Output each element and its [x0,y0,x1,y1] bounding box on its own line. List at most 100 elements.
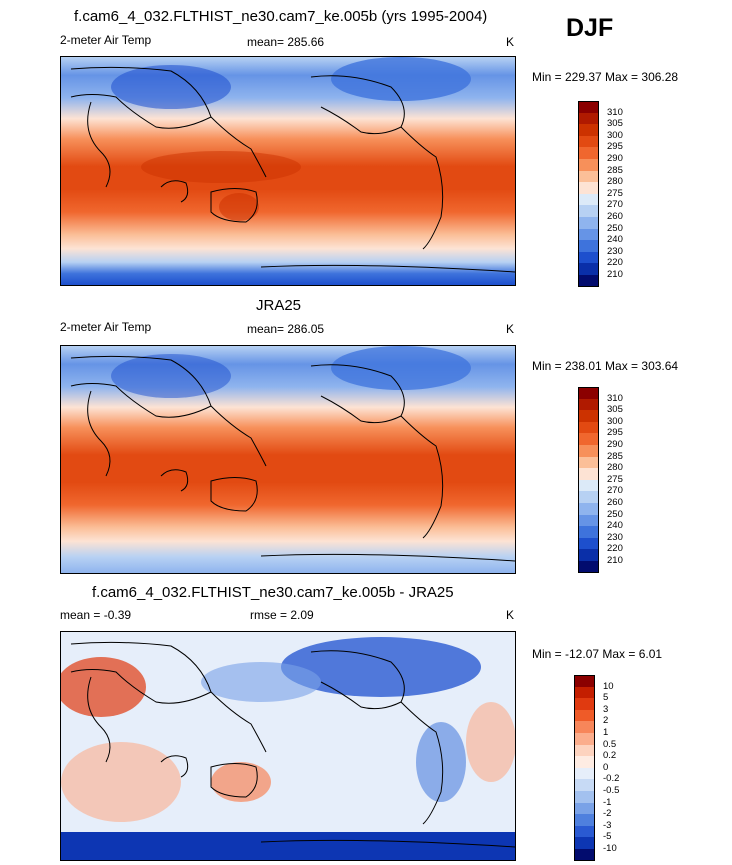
colorbar-tick-label: 290 [607,439,623,450]
colorbar-tick-label: 0.5 [603,738,617,750]
colorbar-tick-label: 270 [607,485,623,497]
colorbar-swatch [578,398,599,411]
colorbar-tick-label: 285 [607,450,623,462]
colorbar-swatch [578,263,599,276]
colorbar-swatch [578,537,599,550]
colorbar-tick-label: 210 [607,269,623,280]
colorbar-tick-label: 285 [607,164,623,176]
colorbar-tick-label: 260 [607,211,623,222]
panel1-center-label: mean= 285.66 [247,35,325,49]
colorbar-swatch [574,709,595,722]
colorbar-tick-label: 2 [603,715,609,727]
colorbar-swatch [578,112,599,125]
colorbar-tick-label: 3 [603,703,609,715]
colorbar-swatch [574,675,595,688]
colorbar-tick-label: 295 [607,427,623,439]
colorbar-swatch [578,240,599,253]
colorbar-swatch [574,802,595,815]
colorbar-swatch [578,514,599,527]
colorbar-tick-label: 300 [607,129,623,141]
colorbar-tick-label: 300 [607,415,623,427]
colorbar-swatch [578,205,599,218]
panel3-units: K [506,608,515,622]
panel3-center-label: rmse = 2.09 [250,608,314,622]
colorbar-swatch [574,779,595,792]
colorbar-tick-label: 295 [607,141,623,153]
panel2-map [60,345,516,574]
colorbar-swatch [578,456,599,469]
panel3-minmax: Min = -12.07 Max = 6.01 [532,647,663,661]
colorbar-tick-label: 240 [607,234,623,246]
panel3-title: f.cam6_4_032.FLTHIST_ne30.cam7_ke.005b -… [92,584,454,601]
colorbar-tick-label: 275 [607,187,623,199]
panel2-left-label: 2-meter Air Temp [60,320,152,334]
panel2-units: K [506,322,515,336]
panel1-units: K [506,35,515,49]
colorbar-swatch [578,101,599,114]
colorbar-swatch [578,479,599,492]
colorbar-tick-label: 280 [607,176,623,188]
colorbar-swatch [578,387,599,400]
panel2-center-label: mean= 286.05 [247,322,325,336]
colorbar-swatch [578,421,599,434]
colorbar-swatch [574,756,595,769]
colorbar-swatch [578,193,599,206]
colorbar-tick-label: -1 [603,796,612,808]
panel3-left-label: mean = -0.39 [60,608,132,622]
colorbar-tick-label: 275 [607,473,623,485]
colorbar-tick-label: -0.2 [603,773,620,785]
colorbar-tick-label: 310 [607,106,623,118]
colorbar-swatch [578,182,599,195]
colorbar-swatch [578,135,599,148]
colorbar-tick-label: 210 [607,555,623,566]
colorbar-swatch [578,561,599,574]
colorbar-swatch [578,549,599,562]
panel3-map [60,631,516,861]
colorbar-swatch [574,733,595,746]
colorbar-swatch [578,526,599,539]
colorbar-swatch [578,410,599,423]
colorbar-tick-label: 305 [607,404,623,416]
colorbar-tick-label: 230 [607,245,623,257]
panel1-minmax: Min = 229.37 Max = 306.28 [532,70,679,84]
colorbar-swatch [578,159,599,172]
colorbar-tick-label: -2 [603,808,612,820]
colorbar-tick-label: 230 [607,531,623,543]
colorbar-swatch [574,698,595,711]
colorbar-tick-label: 310 [607,392,623,404]
colorbar-swatch [578,468,599,481]
colorbar-swatch [574,814,595,827]
colorbar-swatch [578,503,599,516]
colorbar-tick-label: 240 [607,520,623,532]
colorbar-tick-label: 250 [607,222,623,234]
colorbar-swatch [578,147,599,160]
panel1-title: f.cam6_4_032.FLTHIST_ne30.cam7_ke.005b (… [74,8,488,25]
colorbar-swatch [578,228,599,241]
panel1-left-label: 2-meter Air Temp [60,33,152,47]
colorbar-swatch [578,170,599,183]
colorbar-tick-label: -0.5 [603,785,620,796]
colorbar-tick-label: 220 [607,257,623,269]
colorbar-swatch [574,767,595,780]
colorbar-swatch [574,721,595,734]
colorbar-tick-label: 270 [607,199,623,211]
colorbar-swatch [574,837,595,850]
colorbar-swatch [578,433,599,446]
colorbar-tick-label: 290 [607,153,623,164]
colorbar-tick-label: -3 [603,819,612,831]
colorbar-swatch [574,744,595,757]
season-label: DJF [566,14,614,42]
colorbar-swatch [574,849,595,862]
panel2-title: JRA25 [256,297,302,314]
colorbar-tick-label: 0.2 [603,750,617,762]
colorbar-tick-label: -10 [603,843,617,854]
colorbar-tick-label: 1 [603,727,609,738]
colorbar-swatch [578,445,599,458]
colorbar-tick-label: 305 [607,118,623,130]
colorbar-swatch [578,124,599,137]
colorbar-swatch [574,791,595,804]
colorbar-swatch [578,491,599,504]
colorbar-swatch [578,217,599,230]
colorbar-tick-label: -5 [603,831,612,843]
colorbar-tick-label: 0 [603,761,609,773]
